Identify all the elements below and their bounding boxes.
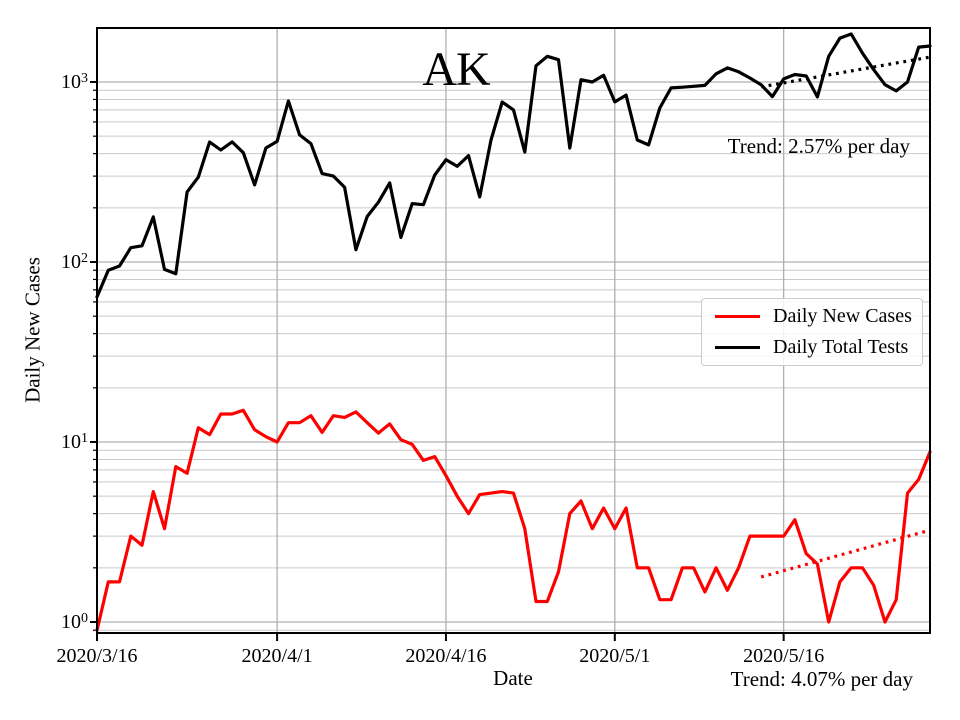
x-axis-label: Date [493, 666, 533, 690]
legend-item-cases: Daily New Cases [715, 304, 914, 330]
chart-title: AK [422, 43, 490, 96]
legend-item-tests: Daily Total Tests [715, 335, 914, 361]
legend-label-tests: Daily Total Tests [773, 336, 909, 358]
cases-trend-annotation: Trend: 4.07% per day [730, 667, 913, 691]
x-tick-labels: 2020/3/16 2020/4/1 2020/4/16 2020/5/1 2020/5… [0, 645, 960, 669]
x-tick-label: 2020/4/16 [405, 645, 487, 667]
series-group [95, 32, 932, 632]
plot-border [96, 27, 931, 634]
y-tick-label: 101 [61, 431, 88, 453]
x-tick-label: 2020/4/1 [241, 645, 313, 667]
x-tick-label: 2020/5/1 [579, 645, 651, 667]
tests-line [95, 32, 932, 299]
tests-trend-line [760, 55, 931, 89]
tests-line-swatch [715, 346, 760, 349]
y-tick-label: 103 [61, 71, 88, 93]
x-tick-label: 2020/3/16 [56, 645, 138, 667]
legend: Daily New Cases Daily Total Tests [701, 298, 923, 366]
x-tick-label: 2020/5/16 [743, 645, 825, 667]
legend-label-cases: Daily New Cases [773, 305, 912, 327]
y-tick-label: 102 [61, 251, 88, 273]
y-tick-label: 100 [61, 611, 88, 633]
y-tick-labels: 100 101 102 103 [0, 0, 88, 720]
cases-line-swatch [715, 315, 760, 318]
cases-trend-line [760, 528, 931, 579]
cases-line [95, 408, 932, 632]
tests-trend-annotation: Trend: 2.57% per day [727, 134, 910, 158]
